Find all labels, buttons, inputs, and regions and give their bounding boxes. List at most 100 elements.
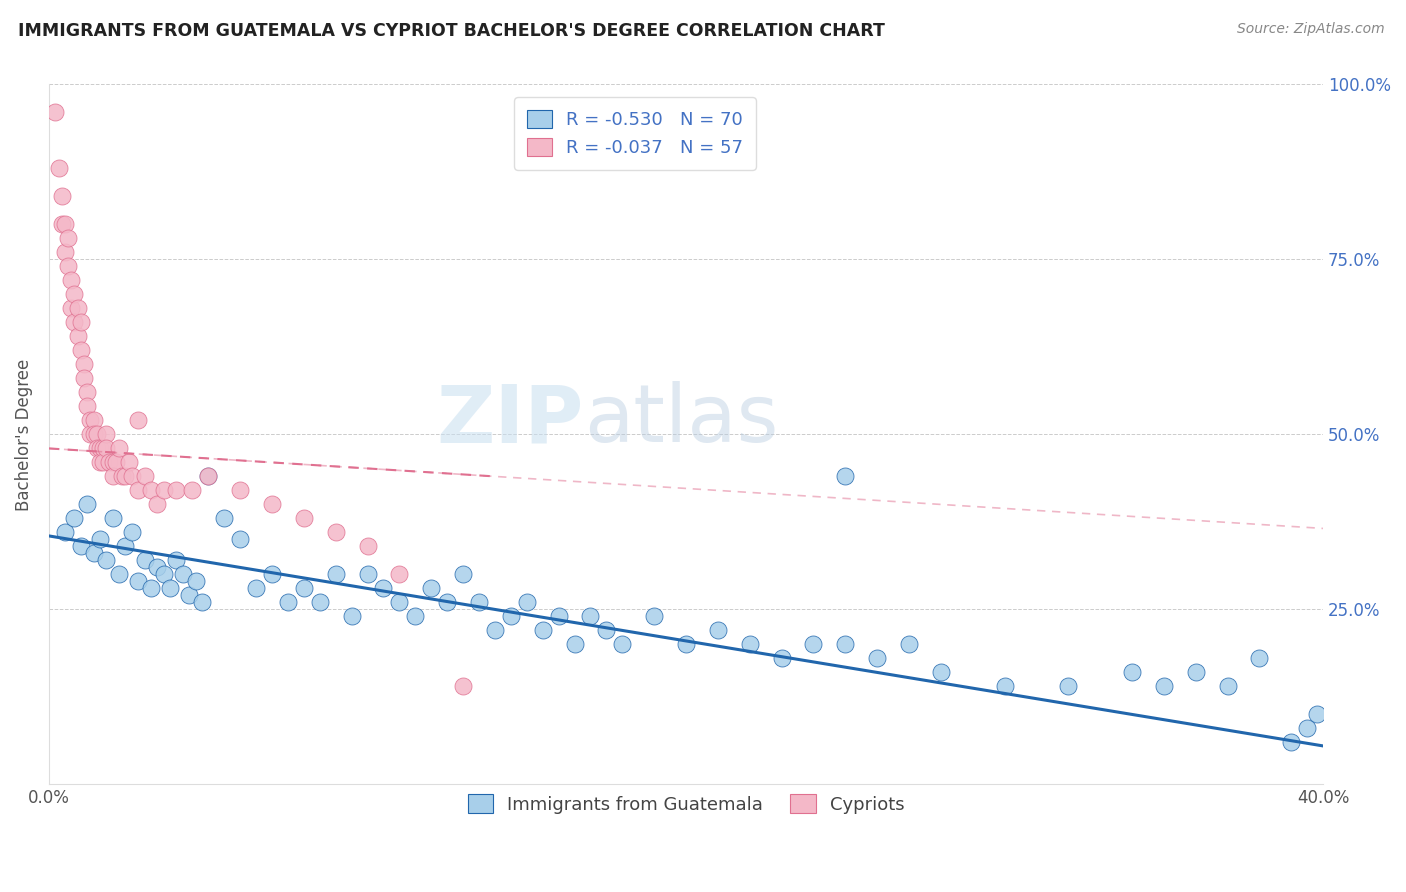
Point <box>159 582 181 596</box>
Point <box>96 427 118 442</box>
Point <box>63 287 86 301</box>
Point <box>516 595 538 609</box>
Point <box>484 624 506 638</box>
Point <box>76 400 98 414</box>
Point <box>499 609 522 624</box>
Point <box>60 273 83 287</box>
Point <box>245 582 267 596</box>
Point <box>1121 665 1143 680</box>
Point <box>1153 680 1175 694</box>
Point <box>86 442 108 456</box>
Point <box>436 595 458 609</box>
Point <box>53 525 76 540</box>
Point <box>83 427 105 442</box>
Point <box>53 245 76 260</box>
Point <box>834 637 856 651</box>
Point <box>134 553 156 567</box>
Point <box>111 469 134 483</box>
Point <box>127 483 149 498</box>
Point <box>117 455 139 469</box>
Point <box>260 498 283 512</box>
Point <box>1057 680 1080 694</box>
Point <box>51 189 73 203</box>
Point <box>373 582 395 596</box>
Point <box>152 483 174 498</box>
Point <box>579 609 602 624</box>
Point <box>51 218 73 232</box>
Text: atlas: atlas <box>583 382 779 459</box>
Point <box>69 540 91 554</box>
Point <box>212 511 235 525</box>
Point <box>91 455 114 469</box>
Point <box>277 595 299 609</box>
Point <box>191 595 214 609</box>
Point <box>83 413 105 427</box>
Point <box>101 469 124 483</box>
Point <box>121 469 143 483</box>
Point <box>404 609 426 624</box>
Point <box>134 469 156 483</box>
Point <box>1279 735 1302 749</box>
Point <box>356 567 378 582</box>
Legend: Immigrants from Guatemala, Cypriots: Immigrants from Guatemala, Cypriots <box>457 783 915 824</box>
Point <box>114 540 136 554</box>
Point <box>1296 722 1319 736</box>
Point <box>101 455 124 469</box>
Point <box>292 582 315 596</box>
Point <box>121 525 143 540</box>
Point <box>612 637 634 651</box>
Point <box>388 595 411 609</box>
Point <box>69 315 91 329</box>
Point <box>292 511 315 525</box>
Point <box>44 105 66 120</box>
Point <box>91 442 114 456</box>
Point <box>595 624 617 638</box>
Point <box>96 442 118 456</box>
Point <box>127 413 149 427</box>
Point <box>531 624 554 638</box>
Point <box>1184 665 1206 680</box>
Point <box>76 498 98 512</box>
Point <box>66 301 89 316</box>
Point <box>770 651 793 665</box>
Point <box>56 260 79 274</box>
Point <box>675 637 697 651</box>
Point <box>898 637 921 651</box>
Point <box>929 665 952 680</box>
Point <box>53 218 76 232</box>
Point <box>146 560 169 574</box>
Text: ZIP: ZIP <box>437 382 583 459</box>
Point <box>834 469 856 483</box>
Point <box>89 533 111 547</box>
Point <box>172 567 194 582</box>
Point <box>83 546 105 560</box>
Point <box>356 540 378 554</box>
Point <box>197 469 219 483</box>
Text: Source: ZipAtlas.com: Source: ZipAtlas.com <box>1237 22 1385 37</box>
Point <box>76 385 98 400</box>
Point <box>63 511 86 525</box>
Point <box>229 533 252 547</box>
Point <box>63 315 86 329</box>
Point <box>66 329 89 343</box>
Point <box>866 651 889 665</box>
Point <box>146 498 169 512</box>
Point <box>165 553 187 567</box>
Point <box>325 525 347 540</box>
Point <box>69 343 91 358</box>
Point <box>229 483 252 498</box>
Point <box>308 595 330 609</box>
Point <box>127 574 149 589</box>
Point <box>994 680 1017 694</box>
Point <box>1249 651 1271 665</box>
Point <box>340 609 363 624</box>
Point <box>108 567 131 582</box>
Point <box>139 483 162 498</box>
Point <box>152 567 174 582</box>
Point <box>643 609 665 624</box>
Point <box>260 567 283 582</box>
Point <box>803 637 825 651</box>
Point <box>197 469 219 483</box>
Text: IMMIGRANTS FROM GUATEMALA VS CYPRIOT BACHELOR'S DEGREE CORRELATION CHART: IMMIGRANTS FROM GUATEMALA VS CYPRIOT BAC… <box>18 22 886 40</box>
Point <box>179 589 201 603</box>
